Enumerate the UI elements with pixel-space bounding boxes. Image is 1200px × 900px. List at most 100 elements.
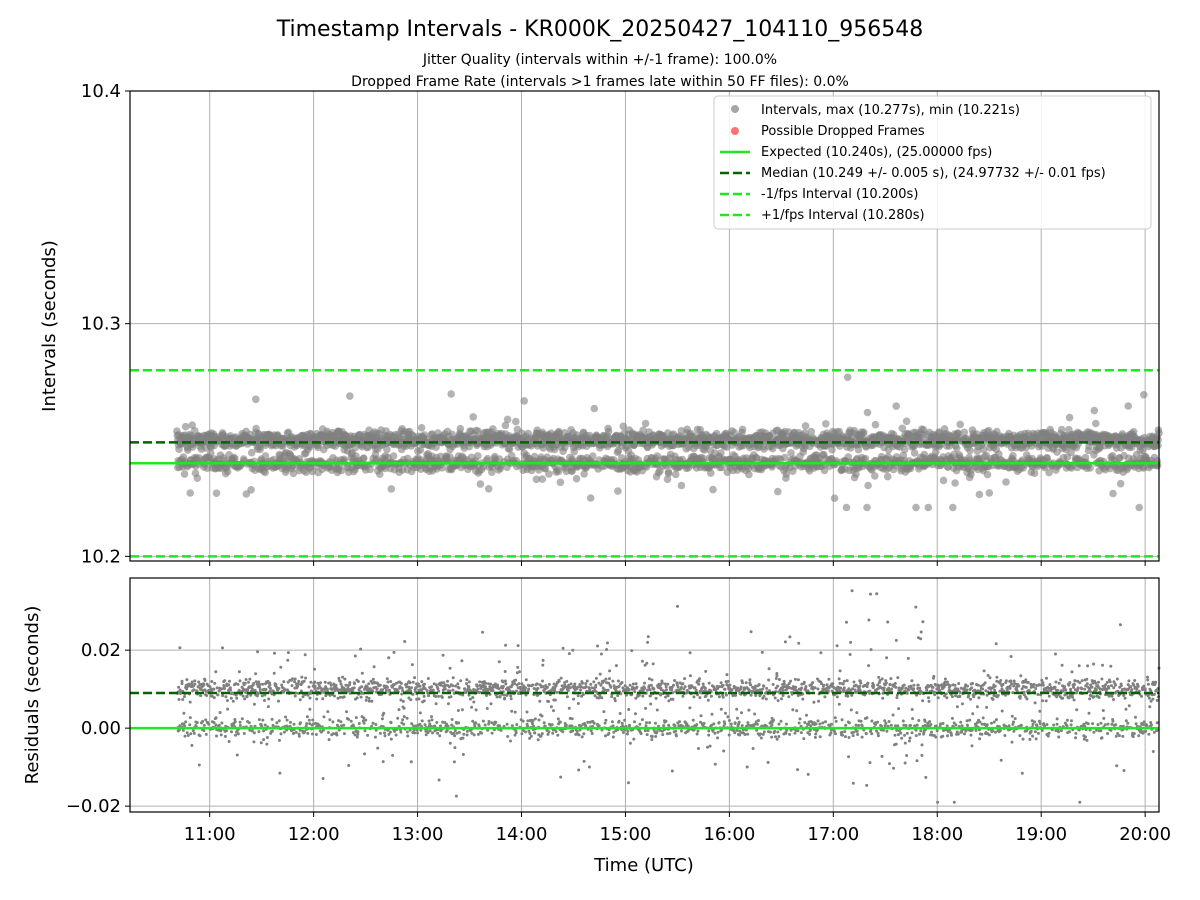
residual-point bbox=[515, 689, 518, 693]
residual-point bbox=[552, 709, 555, 713]
residual-point bbox=[584, 682, 588, 686]
residual-point bbox=[646, 640, 650, 644]
interval-point bbox=[520, 397, 528, 405]
interval-point bbox=[223, 467, 232, 476]
residual-point bbox=[683, 685, 687, 689]
residual-point bbox=[579, 685, 583, 689]
residual-point bbox=[382, 711, 386, 715]
residual-point bbox=[310, 732, 314, 736]
residual-point bbox=[634, 682, 638, 686]
interval-point bbox=[861, 454, 870, 463]
interval-point bbox=[619, 422, 628, 431]
residual-point bbox=[631, 682, 635, 686]
residual-point bbox=[272, 671, 276, 675]
residual-point bbox=[275, 721, 279, 725]
residual-point bbox=[413, 676, 417, 680]
residual-point bbox=[489, 682, 493, 686]
interval-point bbox=[932, 448, 940, 457]
residual-point bbox=[434, 702, 438, 706]
residual-point bbox=[504, 682, 508, 686]
residual-point bbox=[478, 690, 482, 694]
residual-point bbox=[237, 670, 241, 674]
residual-point bbox=[386, 685, 389, 689]
residual-point bbox=[285, 718, 289, 722]
interval-point bbox=[983, 470, 992, 479]
interval-point bbox=[556, 478, 565, 487]
residual-point bbox=[389, 737, 393, 741]
residual-point bbox=[409, 686, 413, 690]
residual-point bbox=[233, 720, 237, 724]
residual-point bbox=[282, 680, 286, 684]
residual-point bbox=[355, 735, 359, 739]
residual-point bbox=[685, 722, 689, 726]
interval-point bbox=[863, 503, 871, 512]
residual-point bbox=[617, 685, 621, 688]
residual-point bbox=[374, 728, 378, 732]
residual-point bbox=[338, 679, 342, 683]
residual-point bbox=[453, 734, 457, 738]
residual-point bbox=[214, 723, 218, 727]
residual-point bbox=[409, 698, 413, 702]
interval-point bbox=[863, 408, 872, 417]
interval-point bbox=[580, 470, 588, 478]
residual-point bbox=[542, 721, 546, 725]
residual-point bbox=[604, 677, 608, 681]
residual-point bbox=[246, 688, 250, 692]
residual-point bbox=[284, 715, 288, 719]
residual-point bbox=[670, 769, 674, 773]
residual-point bbox=[199, 694, 203, 698]
residual-point bbox=[509, 697, 513, 701]
residual-point bbox=[645, 661, 649, 665]
residual-point bbox=[267, 697, 271, 701]
residual-point bbox=[334, 683, 338, 687]
interval-point bbox=[671, 470, 680, 479]
residual-point bbox=[448, 666, 452, 670]
residual-point bbox=[467, 680, 471, 684]
residual-point bbox=[489, 702, 493, 706]
residual-point bbox=[611, 735, 615, 739]
residual-point bbox=[299, 689, 303, 693]
residual-point bbox=[613, 697, 617, 700]
residual-point bbox=[655, 730, 659, 734]
residual-point bbox=[679, 686, 683, 689]
interval-point bbox=[1154, 436, 1162, 444]
residual-point bbox=[306, 731, 310, 735]
residual-point bbox=[248, 728, 252, 732]
residual-point bbox=[407, 696, 411, 700]
residual-point bbox=[337, 676, 341, 680]
residual-point bbox=[504, 643, 508, 647]
residual-point bbox=[559, 775, 563, 779]
residual-point bbox=[202, 683, 206, 687]
residual-point bbox=[524, 678, 528, 682]
residual-point bbox=[254, 680, 258, 684]
interval-point bbox=[820, 466, 829, 475]
residual-point bbox=[597, 724, 601, 728]
residual-point bbox=[353, 733, 357, 737]
residual-point bbox=[558, 720, 562, 724]
residual-point bbox=[195, 721, 199, 725]
residual-point bbox=[527, 684, 531, 688]
residual-point bbox=[367, 682, 371, 686]
residual-point bbox=[596, 644, 600, 648]
residual-point bbox=[676, 685, 680, 689]
residual-point bbox=[397, 708, 401, 712]
residual-point bbox=[518, 670, 521, 674]
residual-point bbox=[322, 715, 326, 719]
residual-point bbox=[573, 684, 576, 688]
residual-point bbox=[193, 679, 197, 683]
residual-point bbox=[566, 689, 570, 693]
residual-point bbox=[445, 729, 449, 733]
interval-point bbox=[677, 481, 686, 490]
interval-point bbox=[447, 390, 456, 398]
residual-point bbox=[297, 679, 301, 683]
residual-point bbox=[303, 730, 307, 734]
residual-point bbox=[315, 697, 319, 701]
residual-point bbox=[481, 719, 485, 723]
interval-point bbox=[1030, 469, 1039, 478]
interval-point bbox=[956, 420, 964, 429]
residual-point bbox=[308, 696, 312, 700]
residual-point bbox=[188, 723, 192, 727]
residual-point bbox=[331, 732, 335, 736]
residual-point bbox=[592, 680, 596, 684]
residual-point bbox=[410, 663, 414, 667]
